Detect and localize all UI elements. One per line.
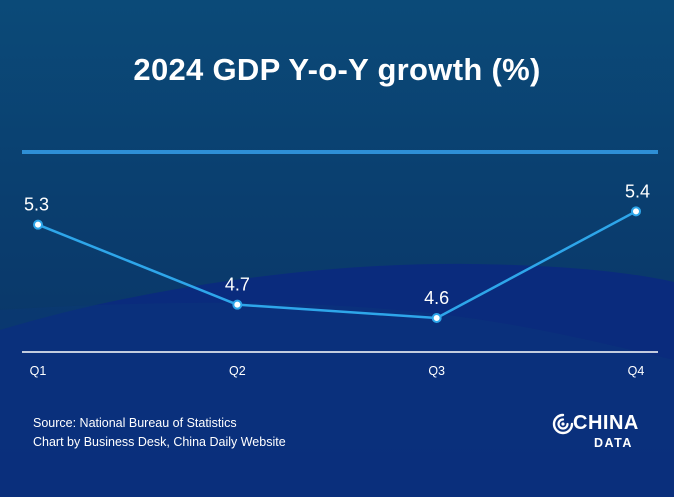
logo-word-data: DATA [594,436,633,450]
series-line [37,210,637,320]
x-tick-label: Q3 [428,364,445,378]
data-point [431,313,442,323]
data-point [631,206,641,217]
data-label: 4.7 [225,275,250,295]
x-tick-label: Q1 [30,364,47,378]
chart-title: 2024 GDP Y-o-Y growth (%) [133,52,541,87]
data-label: 5.4 [625,181,650,201]
data-point [232,299,243,310]
credit-text: Chart by Business Desk, China Daily Webs… [33,435,286,449]
source-note: Source: National Bureau of Statistics Ch… [33,414,286,452]
logo-word-china: CHINA [573,412,639,434]
title-divider [22,150,658,154]
china-data-logo: CHINA DATA [552,412,662,456]
data-label: 5.3 [24,195,49,215]
signal-swirl-icon [552,413,574,435]
data-point [33,219,43,230]
x-tick-label: Q2 [229,364,246,378]
x-tick-label: Q4 [628,364,645,378]
data-label: 4.6 [424,288,449,308]
source-text: Source: National Bureau of Statistics [33,416,237,430]
